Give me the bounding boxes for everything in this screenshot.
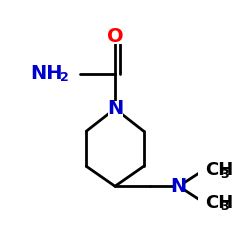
Text: N: N [107,99,123,118]
Text: 3: 3 [220,200,228,213]
Text: NH: NH [30,64,62,83]
Bar [172,179,185,194]
Bar [108,28,122,44]
Text: 3: 3 [220,168,228,180]
Bar [198,162,228,178]
Bar [198,194,228,210]
Text: CH: CH [205,194,233,212]
Bar [31,66,61,82]
Bar [108,100,122,117]
Text: O: O [107,27,123,46]
Text: CH: CH [205,161,233,179]
Text: N: N [170,177,187,196]
Text: 2: 2 [60,71,69,84]
